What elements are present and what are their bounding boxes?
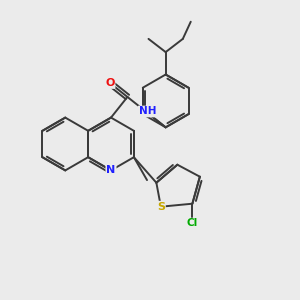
Text: Cl: Cl bbox=[187, 218, 198, 229]
Text: O: O bbox=[105, 78, 115, 88]
Text: S: S bbox=[157, 202, 165, 212]
Text: N: N bbox=[106, 165, 116, 176]
Text: NH: NH bbox=[139, 106, 156, 116]
